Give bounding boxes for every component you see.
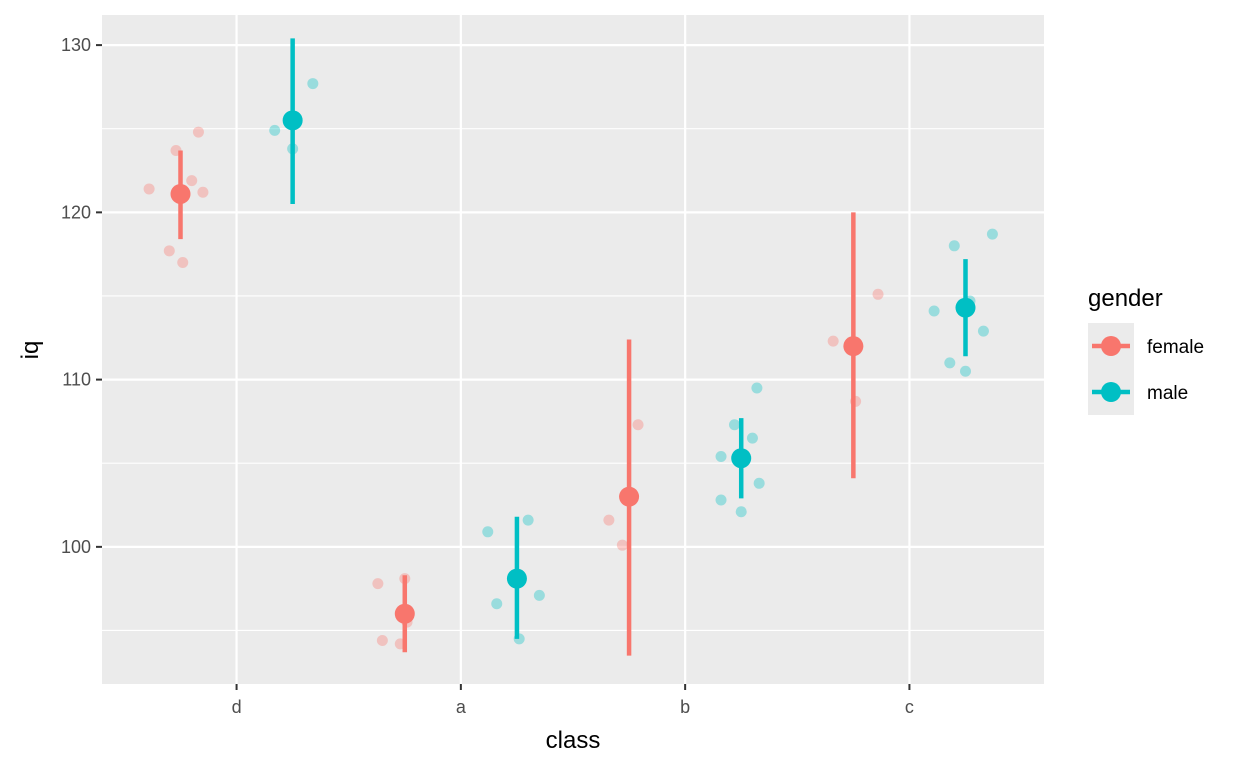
x-tick-label: c	[905, 697, 914, 717]
female-raw-point	[197, 186, 209, 198]
y-tick-label: 100	[61, 537, 91, 557]
male-raw-point	[960, 365, 971, 377]
x-tick-label: b	[680, 697, 690, 717]
male-raw-point	[728, 419, 740, 431]
male-raw-point	[948, 240, 960, 252]
x-tick-label: d	[232, 697, 242, 717]
male-raw-point	[977, 325, 989, 337]
legend: gender female male	[1088, 285, 1204, 415]
female-raw-point	[177, 257, 189, 269]
y-tick-label: 110	[62, 370, 91, 390]
male-mean-point	[955, 297, 976, 318]
male-raw-point	[944, 357, 956, 369]
legend-label-female: female	[1147, 337, 1204, 358]
male-raw-point	[533, 589, 545, 601]
male-raw-point	[269, 124, 281, 136]
male-raw-point	[753, 477, 765, 489]
male-raw-point	[307, 78, 319, 90]
male-raw-point	[715, 494, 727, 506]
male-raw-point	[928, 305, 940, 317]
female-raw-point	[163, 245, 175, 257]
female-raw-point	[372, 578, 384, 590]
female-raw-point	[616, 539, 628, 551]
female-raw-point	[872, 288, 884, 300]
female-raw-point	[143, 183, 155, 195]
male-mean-point	[506, 568, 527, 589]
y-axis-title: iq	[17, 341, 44, 360]
female-raw-point	[192, 126, 204, 138]
female-mean-point	[394, 603, 415, 624]
legend-key-point-female	[1101, 336, 1121, 356]
y-tick-label: 130	[61, 35, 91, 55]
panel-background	[102, 15, 1044, 684]
female-mean-point	[619, 486, 640, 507]
y-axis-ticks: 100 110 120 130	[61, 35, 102, 557]
male-raw-point	[986, 228, 998, 240]
male-raw-point	[715, 451, 727, 463]
female-mean-point	[170, 183, 191, 204]
legend-keys: female male	[1088, 323, 1204, 415]
legend-title: gender	[1088, 285, 1163, 312]
legend-label-male: male	[1147, 383, 1188, 404]
male-raw-point	[735, 506, 747, 518]
female-raw-point	[827, 335, 839, 347]
male-raw-point	[522, 514, 534, 526]
x-axis-title: class	[546, 727, 601, 754]
male-mean-point	[731, 448, 752, 469]
grid-lines	[102, 15, 1044, 684]
female-raw-point	[186, 175, 198, 187]
summary-marks	[170, 38, 976, 656]
male-mean-point	[282, 110, 303, 131]
male-raw-point	[751, 382, 763, 394]
female-raw-point	[376, 635, 388, 647]
x-tick-label: a	[456, 697, 467, 717]
male-raw-point	[482, 526, 494, 538]
legend-key-point-male	[1101, 382, 1121, 402]
male-raw-point	[491, 598, 503, 610]
female-mean-point	[843, 336, 864, 357]
female-raw-point	[632, 419, 644, 431]
male-raw-point	[746, 432, 758, 444]
y-tick-label: 120	[61, 202, 91, 222]
female-raw-point	[603, 514, 615, 526]
